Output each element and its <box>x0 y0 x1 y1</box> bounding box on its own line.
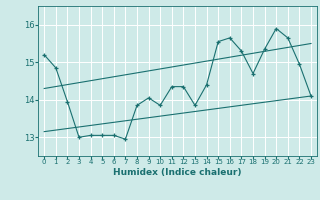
X-axis label: Humidex (Indice chaleur): Humidex (Indice chaleur) <box>113 168 242 177</box>
